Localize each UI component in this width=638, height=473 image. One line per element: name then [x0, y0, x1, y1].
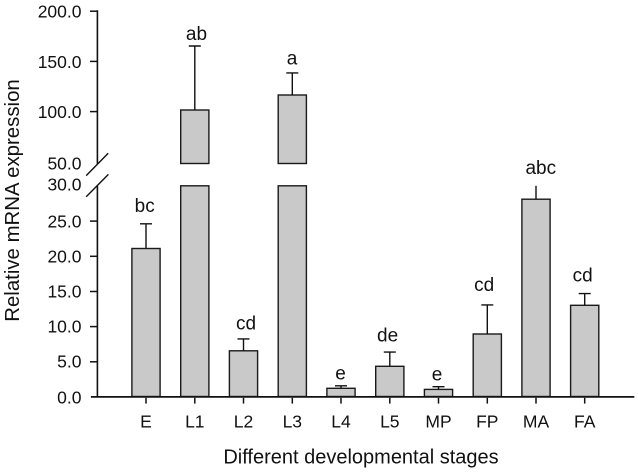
svg-text:E: E: [140, 412, 152, 432]
svg-text:de: de: [377, 326, 398, 347]
svg-text:15.0: 15.0: [47, 282, 81, 302]
svg-text:FA: FA: [574, 412, 596, 432]
svg-text:a: a: [287, 49, 298, 70]
svg-text:cd: cd: [474, 275, 494, 296]
svg-text:100.0: 100.0: [38, 102, 82, 122]
svg-text:L2: L2: [234, 412, 253, 432]
svg-text:Different developmental stages: Different developmental stages: [223, 447, 498, 469]
svg-text:MA: MA: [523, 412, 550, 432]
svg-text:50.0: 50.0: [47, 154, 81, 174]
svg-text:25.0: 25.0: [47, 212, 81, 232]
svg-text:Relative mRNA expression: Relative mRNA expression: [2, 79, 24, 322]
svg-text:L3: L3: [283, 412, 302, 432]
svg-text:20.0: 20.0: [47, 247, 81, 267]
svg-text:cd: cd: [236, 314, 256, 335]
svg-text:200.0: 200.0: [38, 2, 82, 22]
svg-text:e: e: [335, 364, 346, 385]
svg-text:e: e: [432, 364, 443, 385]
svg-text:MP: MP: [425, 412, 451, 432]
svg-text:abc: abc: [525, 158, 556, 179]
svg-text:bc: bc: [135, 196, 155, 217]
svg-text:L1: L1: [185, 412, 204, 432]
svg-text:FP: FP: [476, 412, 498, 432]
svg-text:5.0: 5.0: [57, 352, 82, 372]
svg-text:30.0: 30.0: [47, 175, 81, 195]
svg-text:10.0: 10.0: [47, 317, 81, 337]
svg-text:150.0: 150.0: [38, 52, 82, 72]
svg-text:L4: L4: [331, 412, 351, 432]
svg-text:ab: ab: [186, 24, 207, 45]
svg-text:L5: L5: [380, 412, 399, 432]
svg-text:cd: cd: [573, 266, 593, 287]
svg-text:0.0: 0.0: [57, 388, 82, 408]
